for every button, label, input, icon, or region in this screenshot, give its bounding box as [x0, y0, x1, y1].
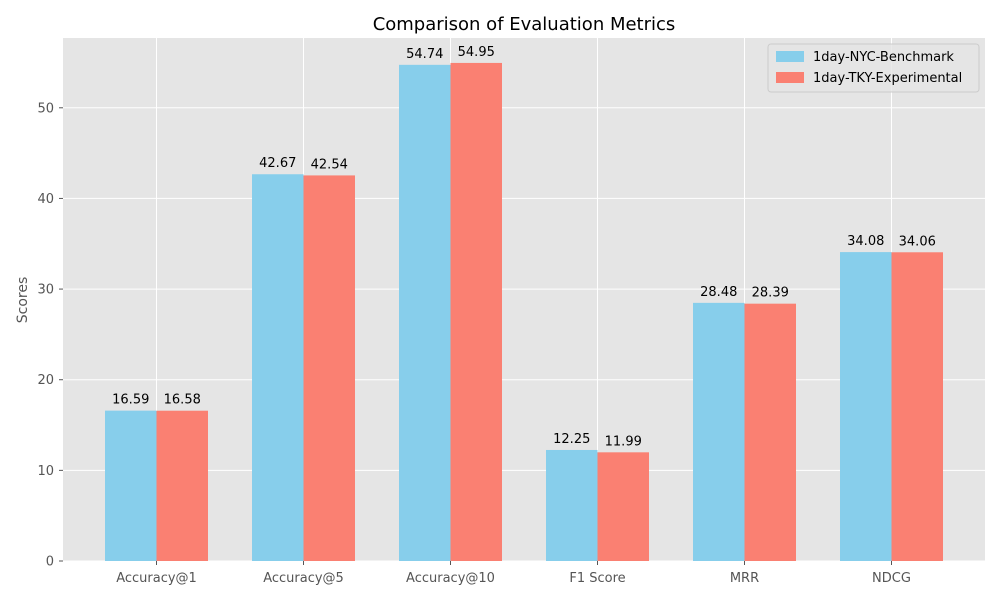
bar-nyc: [840, 252, 892, 562]
bar-tky: [450, 62, 502, 562]
bar-tky: [156, 410, 208, 561]
y-tick-label: 20: [37, 373, 54, 388]
y-tick-label: 0: [46, 555, 54, 570]
bar-tky: [597, 452, 649, 561]
bar-tky: [744, 303, 796, 561]
legend: 1day-NYC-Benchmark 1day-TKY-Experimental: [767, 43, 980, 93]
bar-value-label: 34.08: [847, 234, 884, 249]
bar-nyc: [546, 449, 598, 561]
chart-title: Comparison of Evaluation Metrics: [373, 14, 676, 35]
x-tick-label: Accuracy@5: [263, 571, 344, 586]
bar-tky: [303, 175, 355, 562]
y-tick-label: 50: [37, 101, 54, 116]
y-tick-label: 30: [37, 283, 54, 298]
bar-value-label: 34.06: [899, 234, 936, 249]
bar-value-label: 42.67: [259, 156, 296, 171]
y-tick-label: 10: [37, 464, 54, 479]
axes: 0 10 20 30 40 50 Accuracy@1 Accuracy@5 Accuracy@…: [37, 101, 910, 586]
bar-nyc: [105, 410, 157, 561]
legend-swatch-tky: [776, 72, 804, 83]
y-axis-label: Scores: [15, 277, 31, 324]
bar-value-label: 16.59: [112, 393, 149, 408]
x-tick-label: NDCG: [872, 571, 911, 586]
x-tick-label: F1 Score: [569, 571, 625, 586]
bar-value-label: 16.58: [164, 393, 201, 408]
bar-value-label: 42.54: [311, 157, 348, 172]
bar-value-label: 54.74: [406, 47, 443, 62]
plot-background: [63, 38, 985, 561]
legend-label-nyc: 1day-NYC-Benchmark: [813, 50, 954, 65]
x-tick-label: Accuracy@10: [406, 571, 495, 586]
bar-nyc: [252, 174, 304, 561]
bar-value-label: 28.48: [700, 285, 737, 300]
x-tick-label: MRR: [730, 571, 759, 586]
bars: [105, 62, 943, 562]
bar-value-labels: 16.59 42.67 54.74 12.25 28.48 34.08 16.58 42.54…: [112, 45, 936, 449]
legend-box: [767, 43, 980, 93]
bar-value-label: 54.95: [458, 45, 495, 60]
legend-swatch-nyc: [776, 51, 804, 62]
legend-label-tky: 1day-TKY-Experimental: [813, 71, 962, 86]
bar-value-label: 28.39: [752, 286, 789, 301]
bar-value-label: 12.25: [553, 432, 590, 447]
bar-nyc: [399, 64, 451, 562]
bar-nyc: [693, 302, 745, 561]
bar-tky: [891, 252, 943, 561]
y-tick-label: 40: [37, 192, 54, 207]
x-tick-label: Accuracy@1: [116, 571, 197, 586]
bar-value-label: 11.99: [605, 434, 642, 449]
